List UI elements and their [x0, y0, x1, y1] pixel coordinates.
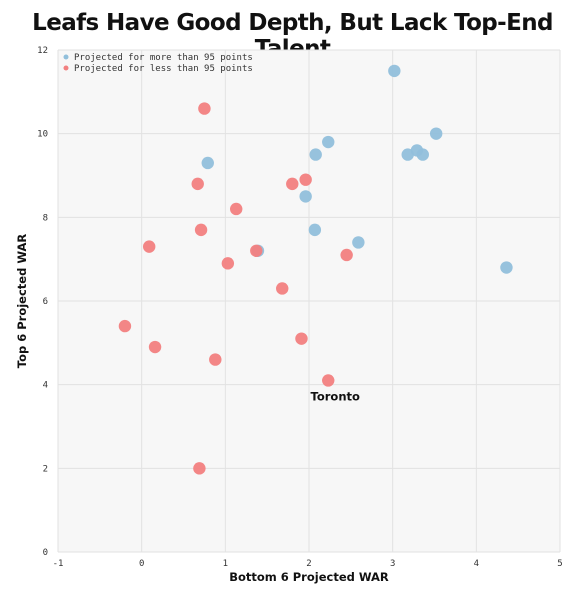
data-point — [230, 202, 243, 216]
data-point — [340, 248, 353, 262]
x-axis-ticks: -1 0 1 2 3 4 5 — [53, 559, 563, 569]
grid-lines — [57, 49, 561, 553]
data-point — [276, 282, 289, 295]
y-tick-label: 12 — [37, 46, 48, 56]
legend-label: Projected for more than 95 points — [74, 53, 253, 63]
x-tick-label: 3 — [390, 559, 395, 569]
x-tick-label: 1 — [223, 559, 228, 569]
legend-label: Projected for less than 95 points — [74, 64, 253, 74]
x-tick-label: 4 — [474, 559, 479, 569]
data-point — [429, 127, 443, 140]
y-tick-label: 4 — [43, 381, 48, 391]
data-point — [191, 177, 204, 191]
annotations: Toronto — [311, 389, 360, 403]
series-2 — [118, 102, 353, 475]
x-tick-label: -1 — [53, 559, 64, 569]
data-point — [416, 148, 429, 161]
data-point — [299, 190, 312, 203]
x-tick-label: 5 — [557, 559, 562, 569]
data-point — [198, 102, 211, 115]
y-tick-label: 0 — [43, 548, 48, 558]
data-point — [221, 257, 235, 270]
data-points — [118, 64, 513, 475]
data-point — [286, 177, 299, 191]
y-tick-label: 10 — [37, 130, 48, 140]
data-point — [118, 319, 132, 333]
data-point — [194, 223, 208, 237]
chart-title: Leafs Have Good Depth, But Lack Top-End … — [32, 10, 553, 62]
data-point — [322, 374, 335, 387]
data-point — [295, 332, 308, 345]
data-point — [388, 64, 401, 78]
annotation-label: Toronto — [311, 389, 360, 403]
x-axis-label: Bottom 6 Projected WAR — [229, 570, 389, 584]
data-point — [250, 244, 263, 257]
data-point — [500, 261, 513, 274]
x-tick-label: 0 — [139, 559, 144, 569]
data-point — [308, 223, 322, 237]
data-point — [352, 236, 365, 249]
legend-marker — [63, 54, 69, 60]
data-point — [193, 462, 206, 475]
legend-marker — [63, 65, 69, 71]
data-point — [299, 173, 312, 186]
y-tick-label: 6 — [43, 297, 48, 307]
y-tick-label: 2 — [43, 464, 48, 474]
data-point — [142, 240, 156, 253]
data-point — [148, 340, 162, 354]
data-point — [309, 148, 322, 161]
data-point — [201, 156, 214, 170]
y-axis-ticks: 0 2 4 6 8 10 12 — [37, 46, 48, 558]
series-1 — [201, 64, 513, 274]
y-tick-label: 8 — [43, 213, 48, 223]
data-point — [401, 148, 414, 161]
x-tick-label: 2 — [306, 559, 311, 569]
data-point — [322, 135, 335, 149]
legend: Projected for more than 95 pointsProject… — [63, 53, 253, 74]
data-point — [209, 353, 222, 366]
y-axis-label: Top 6 Projected WAR — [15, 234, 29, 369]
